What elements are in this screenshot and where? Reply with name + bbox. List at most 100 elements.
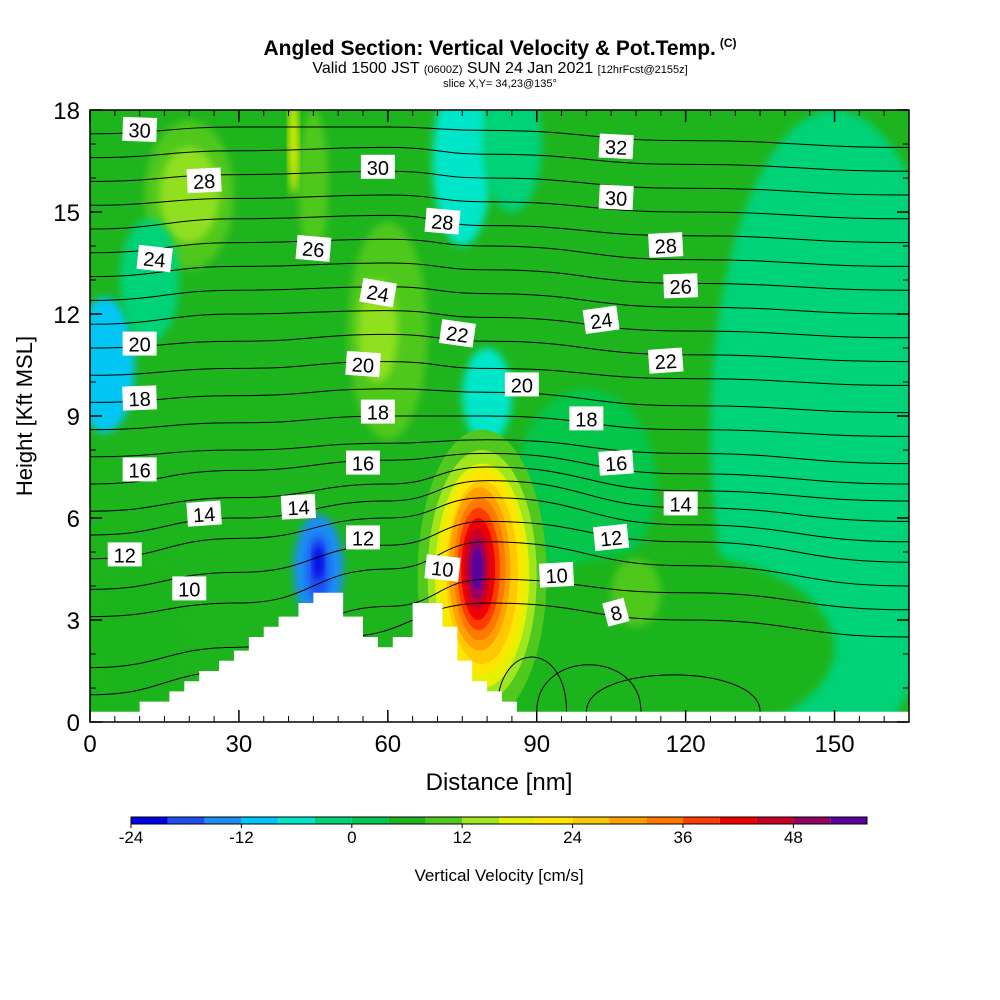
theta-label: 30: [598, 184, 634, 211]
theta-label-bg: [122, 116, 158, 142]
theta-label: 14: [663, 491, 698, 516]
theta-label-text: 18: [367, 403, 389, 425]
theta-label: 24: [136, 244, 173, 273]
axes: 0 30 60 90 120 150 0 3 6 9 12 15 18: [53, 98, 909, 758]
theta-label: 10: [172, 576, 207, 601]
velocity-region: [90, 552, 190, 722]
theta-label: 30: [122, 116, 158, 143]
x-tick-label: 0: [83, 731, 96, 758]
theta-label: 10: [424, 554, 461, 582]
colorbar-swatch: [131, 817, 168, 824]
y-tick-label: 0: [67, 710, 80, 737]
theta-contour-line: [90, 310, 909, 339]
chart-subtitle: Valid 1500 JST (0600Z) SUN 24 Jan 2021 […: [312, 60, 688, 77]
theta-label-text: 10: [430, 558, 454, 582]
colorbar-swatch: [425, 817, 463, 824]
y-tick-label: 9: [67, 404, 80, 431]
colorbar-swatch: [719, 817, 757, 824]
theta-label-bg: [504, 372, 539, 397]
theta-label: 12: [107, 542, 142, 567]
theta-contour-line: [585, 674, 761, 712]
colorbar-swatch: [830, 817, 867, 824]
theta-label-text: 24: [589, 309, 614, 334]
theta-label: 8: [602, 597, 630, 627]
colorbar-tick-label: -12: [229, 828, 254, 847]
velocity-region: [90, 297, 135, 433]
velocity-region: [313, 545, 324, 580]
theta-label-text: 20: [129, 335, 151, 357]
theta-label: 32: [598, 133, 634, 160]
theta-label-text: 30: [367, 158, 389, 180]
colorbar-frame: [130, 816, 868, 825]
theta-label-bg: [663, 273, 699, 299]
theta-label-text: 28: [193, 171, 216, 194]
theta-label-bg: [346, 450, 380, 475]
theta-label: 16: [598, 449, 634, 476]
theta-label: 20: [504, 372, 539, 397]
colorbar-swatch: [793, 817, 831, 824]
theta-label-text: 28: [430, 211, 454, 235]
theta-label-bg: [346, 525, 380, 550]
updraft-core-ring: [471, 548, 483, 590]
colorbar-swatch: [683, 817, 720, 824]
theta-label-text: 12: [599, 527, 623, 551]
colorbar-tick-label: 0: [347, 828, 356, 847]
theta-label-bg: [360, 154, 395, 179]
theta-label: 24: [582, 305, 620, 335]
theta-label-bg: [663, 491, 698, 516]
theta-label-text: 20: [351, 354, 375, 377]
terrain-mask: [90, 592, 909, 722]
theta-contour-line: [90, 541, 909, 618]
colorbar-swatch: [241, 817, 279, 824]
theta-contour-line: [90, 286, 909, 315]
theta-label-bg: [107, 542, 142, 567]
theta-label-bg: [598, 184, 634, 211]
theta-contour-line: [90, 238, 909, 267]
theta-label: 28: [424, 207, 461, 235]
x-tick-label: 60: [374, 731, 401, 758]
colorbar-swatch: [646, 817, 683, 824]
theta-label: 28: [186, 167, 222, 194]
theta-label: 10: [538, 561, 575, 588]
colorbar: -24 -12 0 12 24 36 48: [119, 816, 868, 847]
colorbar-swatch: [278, 817, 315, 824]
theta-contour-line: [90, 388, 909, 414]
colorbar-tick-label: 36: [674, 828, 693, 847]
title-tag: (C): [719, 36, 737, 50]
theta-label: 14: [186, 500, 222, 527]
theta-label-bg: [598, 449, 634, 476]
theta-label-bg: [647, 347, 684, 374]
velocity-region: [482, 110, 542, 212]
theta-label-text: 30: [604, 188, 627, 211]
y-tick-label: 15: [53, 200, 80, 227]
colorbar-tick-label: -24: [119, 828, 144, 847]
theta-label-text: 26: [669, 276, 692, 299]
theta-label-text: 22: [445, 323, 470, 348]
theta-label-text: 24: [365, 282, 391, 308]
theta-label: 16: [122, 457, 157, 482]
theta-label-text: 16: [129, 460, 151, 482]
theta-label-bg: [569, 406, 604, 431]
theta-contour-line: [90, 520, 909, 590]
y-tick-label: 6: [67, 506, 80, 533]
theta-label-text: 10: [178, 579, 200, 601]
theta-label: 20: [122, 331, 157, 357]
theta-label-bg: [360, 399, 395, 424]
theta-label-text: 16: [352, 454, 374, 476]
colorbar-swatch: [388, 817, 426, 824]
theta-label-bg: [582, 305, 620, 335]
theta-label-bg: [648, 232, 684, 258]
chart-title: Angled Section: Vertical Velocity & Pot.…: [263, 36, 737, 60]
x-tick-label: 90: [523, 731, 550, 758]
theta-label: 18: [122, 385, 158, 411]
theta-label: 20: [345, 350, 381, 378]
colorbar-swatch: [499, 817, 536, 824]
theta-label-bg: [172, 576, 207, 601]
theta-label-text: 32: [604, 137, 627, 160]
theta-label-bg: [424, 554, 461, 582]
theta-contour-line: [90, 578, 909, 669]
slice-label: slice X,Y= 34,23@135°: [443, 78, 557, 90]
theta-contour-line: [496, 656, 568, 712]
theta-label-text: 30: [128, 120, 151, 143]
